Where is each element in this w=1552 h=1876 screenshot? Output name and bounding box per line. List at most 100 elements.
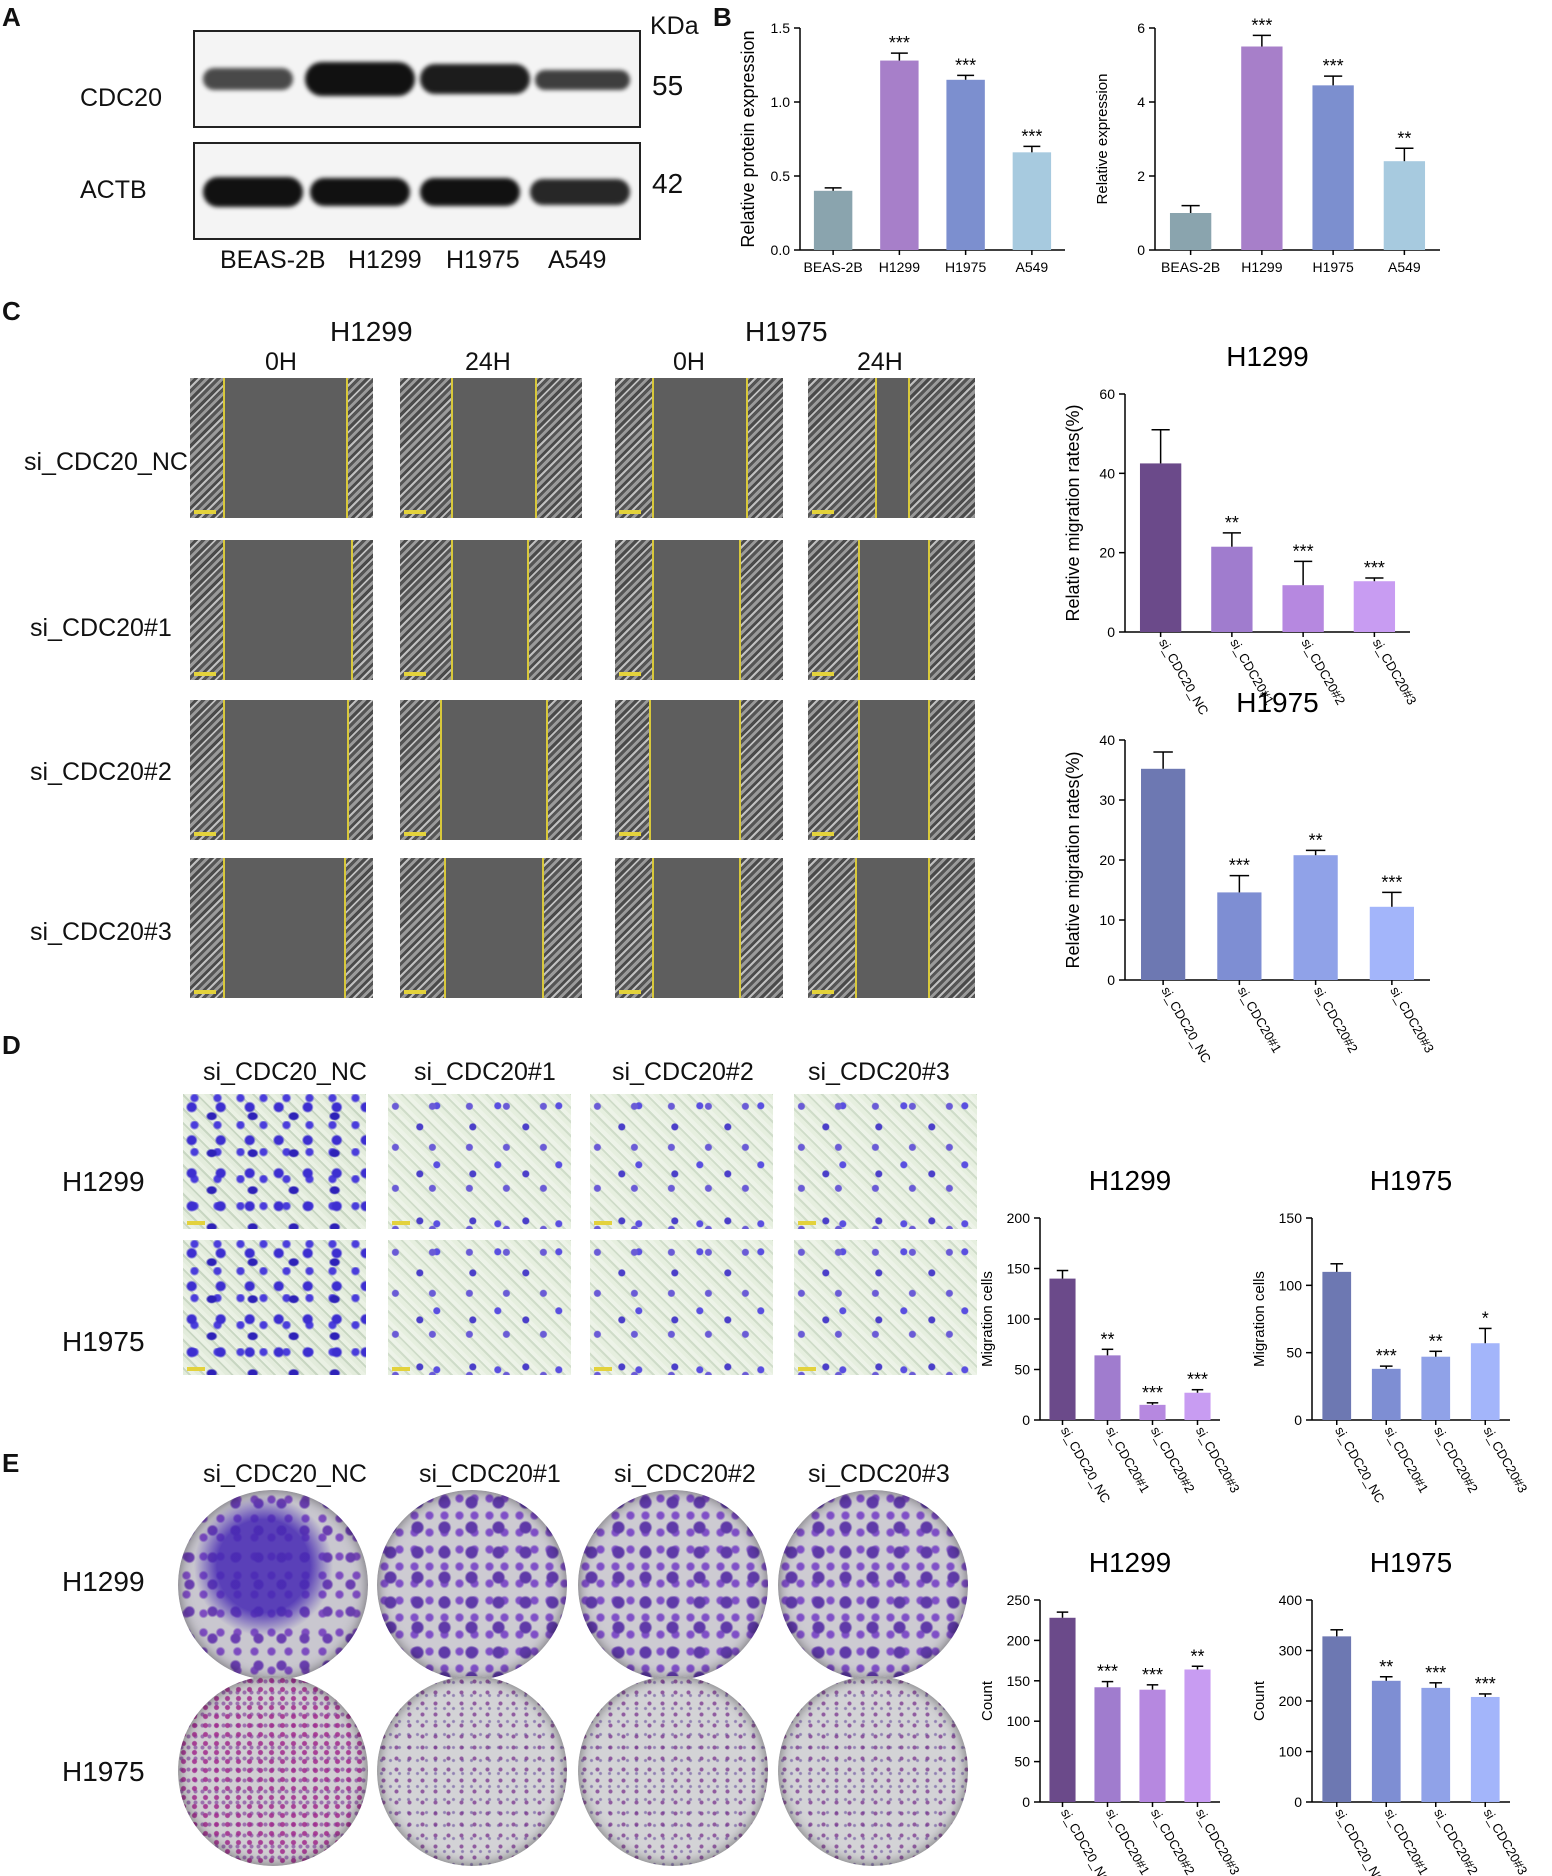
significance-marker: ** — [1379, 1657, 1393, 1677]
cdc20-blot — [193, 30, 641, 128]
chart-title: H1299 — [1089, 1165, 1172, 1196]
cell-monolayer — [908, 378, 975, 518]
significance-marker: *** — [1381, 872, 1402, 892]
cell-monolayer — [615, 378, 652, 518]
wound-edge-line — [739, 858, 742, 998]
chart-title: H1975 — [1370, 1547, 1453, 1578]
scale-bar — [812, 510, 834, 514]
y-tick-label: 0 — [1022, 1794, 1030, 1810]
colony-dish — [377, 1676, 567, 1866]
y-axis-label: Migration cells — [1251, 1271, 1268, 1367]
x-tick-label: BEAS-2B — [1161, 259, 1220, 275]
wound-edge-line — [443, 858, 446, 998]
y-tick-label: 100 — [1279, 1277, 1303, 1293]
wound-edge-line — [908, 378, 911, 518]
scratch-micrograph — [190, 378, 373, 518]
y-tick-label: 200 — [1007, 1210, 1031, 1226]
cell-monolayer — [343, 858, 373, 998]
panel-e-letter: E — [2, 1448, 20, 1478]
scale-bar — [404, 672, 426, 676]
scale-bar — [619, 990, 641, 994]
significance-marker: *** — [1323, 56, 1344, 76]
column-label: si_CDC20_NC — [203, 1058, 367, 1086]
cell-monolayer — [400, 540, 451, 680]
scratch-micrograph — [615, 858, 783, 998]
transwell-micrograph — [794, 1094, 977, 1229]
bar — [1371, 1680, 1401, 1802]
colony-dish — [178, 1676, 368, 1866]
x-tick-label: H1299 — [879, 259, 920, 275]
y-tick-label: 150 — [1279, 1210, 1303, 1226]
y-axis-label: Count — [1251, 1680, 1268, 1721]
scale-bar — [187, 1367, 205, 1371]
scale-bar — [187, 1221, 205, 1225]
wound-edge-line — [222, 540, 225, 680]
timepoint-label: 24H — [465, 348, 511, 376]
bar — [1470, 1343, 1500, 1420]
scratch-micrograph — [400, 700, 582, 840]
wound-edge-line — [222, 858, 225, 998]
significance-marker: *** — [1021, 126, 1042, 146]
cell-line-header: H1299 — [330, 316, 413, 347]
significance-marker: *** — [1376, 1346, 1397, 1366]
scratch-micrograph — [615, 700, 783, 840]
scale-bar — [619, 672, 641, 676]
cell-monolayer — [928, 540, 975, 680]
column-label: si_CDC20_NC — [203, 1460, 367, 1488]
chart-title: H1975 — [1236, 687, 1319, 718]
colony-dish — [778, 1490, 968, 1680]
significance-marker: *** — [1097, 1662, 1118, 1682]
chart-title: H1299 — [1089, 1547, 1172, 1578]
transwell-micrograph — [590, 1240, 773, 1375]
cell-monolayer — [739, 540, 783, 680]
cell-monolayer — [534, 378, 582, 518]
y-tick-label: 1.0 — [771, 94, 791, 110]
wound-edge-line — [345, 378, 348, 518]
y-tick-label: 0 — [1107, 972, 1115, 988]
significance-marker: *** — [889, 33, 910, 53]
bar — [1217, 892, 1262, 980]
y-tick-label: 4 — [1137, 94, 1145, 110]
scale-bar — [812, 990, 834, 994]
scale-bar — [798, 1221, 816, 1225]
column-label: si_CDC20#2 — [612, 1058, 754, 1086]
significance-marker: ** — [1225, 513, 1239, 533]
y-tick-label: 250 — [1007, 1592, 1031, 1608]
y-tick-label: 0 — [1294, 1794, 1302, 1810]
cell-monolayer — [928, 858, 975, 998]
bar — [1094, 1687, 1121, 1802]
significance-marker: *** — [1475, 1674, 1496, 1694]
bar — [1369, 906, 1414, 980]
bar — [813, 190, 853, 250]
wound-edge-line — [874, 378, 877, 518]
cell-monolayer — [190, 700, 223, 840]
column-label: si_CDC20#1 — [414, 1058, 556, 1086]
scratch-micrograph — [400, 378, 582, 518]
bar — [1141, 768, 1186, 980]
y-tick-label: 300 — [1279, 1643, 1303, 1659]
panel-d-letter: D — [2, 1030, 21, 1060]
y-tick-label: 0 — [1022, 1412, 1030, 1428]
significance-marker: *** — [1142, 1383, 1163, 1403]
wound-edge-line — [541, 858, 544, 998]
condition-label: si_CDC20_NC — [24, 448, 188, 476]
scratch-micrograph — [808, 540, 975, 680]
blot-row-label: CDC20 — [80, 84, 162, 112]
lane-label: BEAS-2B — [220, 246, 326, 274]
chart-title: H1299 — [1226, 341, 1309, 372]
transwell-micrograph — [388, 1240, 571, 1375]
significance-marker: ** — [1190, 1646, 1204, 1666]
wound-edge-line — [648, 700, 651, 840]
y-tick-label: 10 — [1099, 912, 1115, 928]
y-tick-label: 30 — [1099, 792, 1115, 808]
x-tick-label: H1299 — [1241, 259, 1282, 275]
significance-marker: *** — [1142, 1665, 1163, 1685]
wound-edge-line — [746, 378, 749, 518]
x-tick-label: si_CDC20#1 — [1382, 1806, 1432, 1876]
cell-monolayer — [808, 378, 875, 518]
y-tick-label: 50 — [1014, 1362, 1030, 1378]
wound-edge-line — [534, 378, 537, 518]
bar — [1371, 1368, 1401, 1420]
